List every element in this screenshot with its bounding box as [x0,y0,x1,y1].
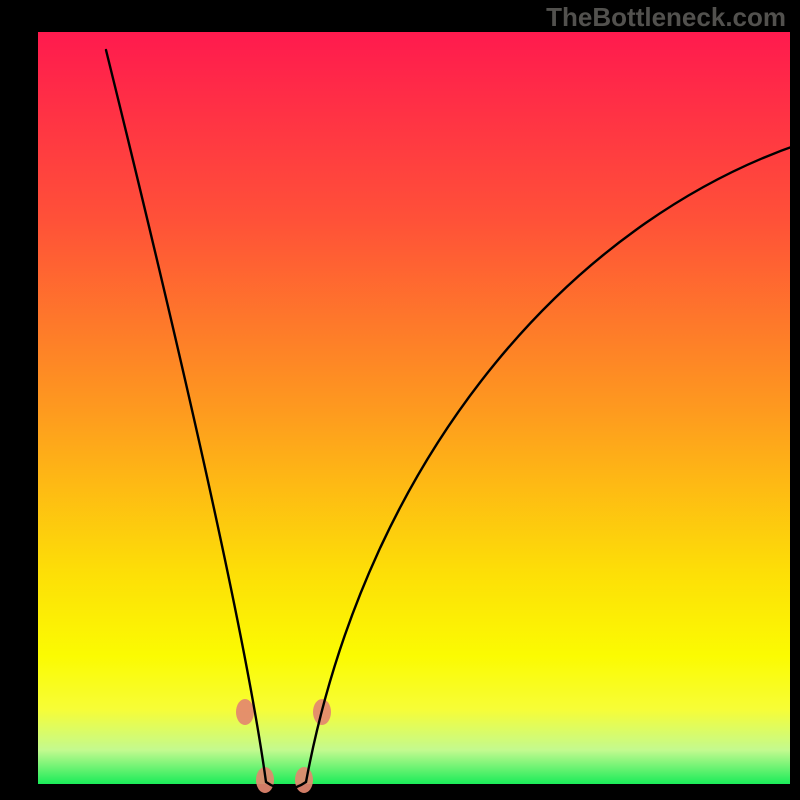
chart-container: TheBottleneck.com [0,0,800,800]
bottleneck-curve [106,50,800,789]
curve-overlay [0,0,800,800]
stipple-markers [236,699,331,793]
watermark-text: TheBottleneck.com [546,2,786,33]
